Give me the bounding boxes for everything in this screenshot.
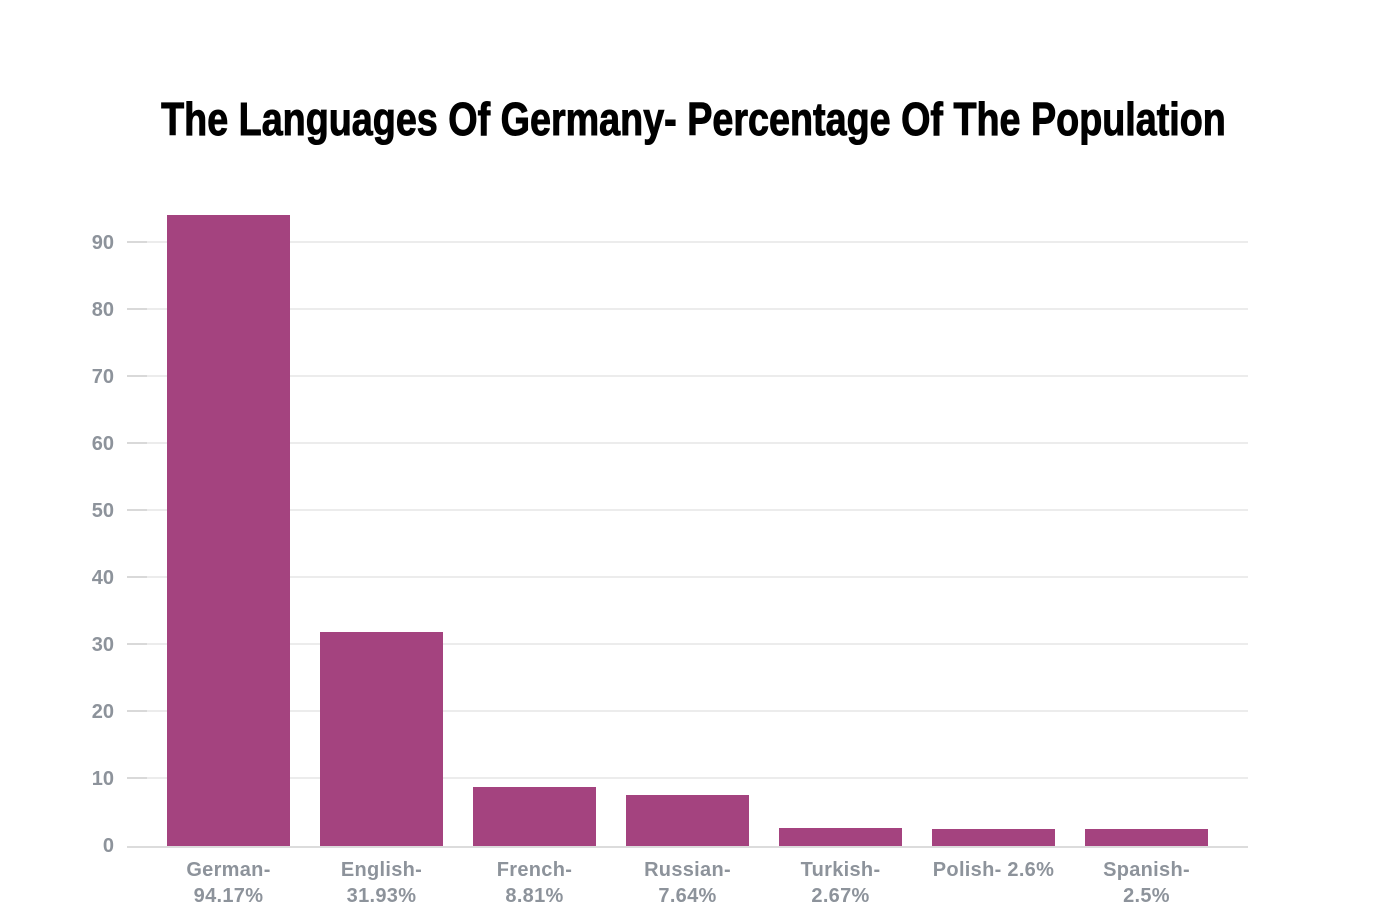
bar-chart: 0 10 20 30 40 50 60 70 80 90 German- 94.17% English… [92,203,1248,909]
x-axis-label-line2: 2.67% [811,885,870,907]
chart-title: The Languages Of Germany- Percentage Of … [161,93,1227,146]
x-axis-label-line1: Polish- 2.6% [932,859,1055,881]
bar-column-polish [917,203,1070,846]
y-tick-label-20: 20 [91,701,114,724]
y-tick-label-30: 30 [91,634,114,657]
gridline-30 [127,643,1248,646]
x-axis-label-line2: 31.93% [346,885,417,907]
x-axis-label-line1: French- [496,859,573,881]
bar-russian [626,794,749,846]
x-axis-label-german: German- 94.17% [152,857,305,909]
bar-column-russian [611,203,764,846]
x-axis-label-line1: Russian- [644,859,731,881]
y-tick-label-40: 40 [91,567,114,590]
x-axis-label-turkish: Turkish- 2.67% [764,857,917,909]
bar-column-english [305,203,458,846]
y-tick-label-60: 60 [91,433,114,456]
bar-english [320,632,443,846]
gridline-10 [127,777,1248,780]
gridline-90 [127,241,1248,244]
x-axis-label-line2: 7.64% [658,885,717,907]
y-tick-label-0: 0 [102,835,114,857]
x-axis-label-line1: English- [340,859,423,881]
x-axis-label-line1: German- [186,859,271,881]
bar-column-spanish [1070,203,1223,846]
y-tick-label-50: 50 [91,500,114,523]
gridline-80 [127,308,1248,311]
bar-spanish [1085,829,1208,846]
gridline-20 [127,710,1248,713]
y-tick-label-80: 80 [91,299,114,322]
x-axis-label-english: English- 31.93% [305,857,458,909]
bar-column-german [152,203,305,846]
x-axis-label-line1: Turkish- [800,859,881,881]
bar-column-turkish [764,203,917,846]
x-axis-label-russian: Russian- 7.64% [611,857,764,909]
y-tick-label-90: 90 [91,232,114,255]
bar-polish [932,828,1055,846]
bars-container [127,203,1248,846]
bar-turkish [779,828,902,846]
x-axis-label-french: French- 8.81% [458,857,611,909]
x-axis-label-line2: 94.17% [193,885,264,907]
y-tick-label-10: 10 [91,768,114,791]
plot-area: 0 10 20 30 40 50 60 70 80 90 [92,203,1248,856]
x-axis-label-line2: 2.5% [1123,885,1170,907]
bar-german [167,215,290,846]
x-axis-label-spanish: Spanish- 2.5% [1070,857,1223,909]
x-axis-label-line2: 8.81% [505,885,564,907]
x-axis-label-line1: Spanish- [1103,859,1190,881]
x-axis-label-polish: Polish- 2.6% [917,857,1070,909]
gridline-60 [127,442,1248,445]
y-tick-label-70: 70 [91,366,114,389]
gridline-50 [127,509,1248,512]
gridline-40 [127,576,1248,579]
x-axis-labels: German- 94.17% English- 31.93% French- 8.81% R… [127,857,1248,909]
bar-column-french [458,203,611,846]
bar-french [473,787,596,846]
gridline-70 [127,375,1248,378]
